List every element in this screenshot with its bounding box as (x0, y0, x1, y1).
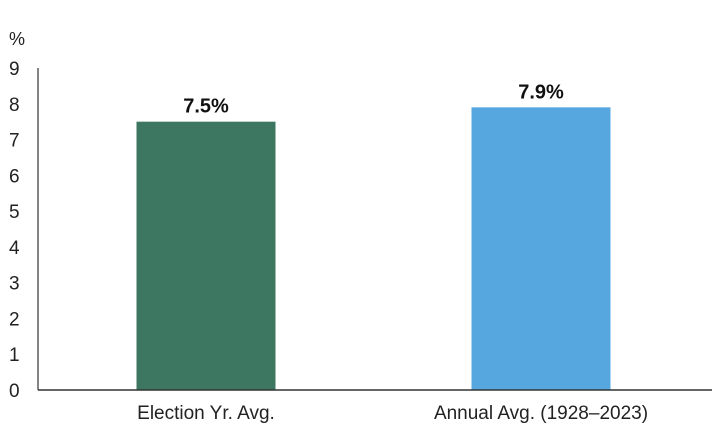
y-tick-label: 1 (9, 345, 20, 366)
category-label: Annual Avg. (1928–2023) (434, 403, 648, 424)
y-axis-ticks: 0 1 2 3 4 5 6 7 8 9 (9, 59, 20, 402)
y-tick-label: 4 (9, 238, 20, 259)
y-tick-label: 3 (9, 274, 20, 295)
bar-2 (471, 107, 611, 390)
category-labels: Election Yr. Avg. Annual Avg. (1928–2023) (137, 403, 648, 424)
bar-value-label: 7.5% (183, 96, 229, 118)
y-tick-label: 7 (9, 131, 20, 152)
y-tick-label: 8 (9, 95, 20, 116)
bar-value-label: 7.9% (518, 81, 564, 103)
bar-1 (136, 121, 276, 391)
y-tick-label: 5 (9, 202, 20, 223)
y-tick-label: 6 (9, 166, 20, 187)
bars (136, 107, 611, 391)
category-label: Election Yr. Avg. (137, 403, 275, 424)
y-tick-label: 0 (9, 381, 20, 402)
y-tick-label: 9 (9, 59, 20, 80)
y-axis-unit-label: % (9, 29, 25, 49)
y-tick-label: 2 (9, 309, 20, 330)
data-labels: 7.5% 7.9% (183, 81, 564, 117)
